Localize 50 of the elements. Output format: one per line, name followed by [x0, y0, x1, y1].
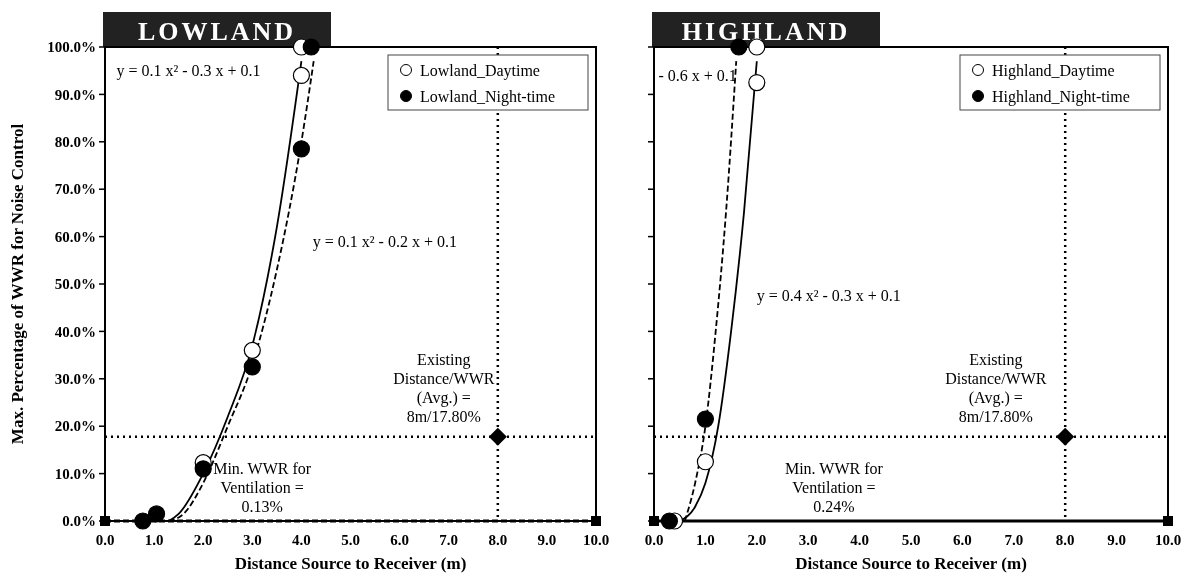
y-tick-label: 60.0%: [54, 228, 96, 245]
legend-label: Highland_Daytime: [992, 61, 1115, 80]
x-tick-label: 4.0: [850, 532, 869, 548]
x-tick-label: 7.0: [439, 532, 459, 548]
y-tick-label: 10.0%: [54, 465, 96, 482]
x-tick-label: 3.0: [798, 532, 818, 548]
annotation: Existing Distance/WWR (Avg.) = 8m/17.80%: [393, 351, 495, 426]
x-tick-label: 3.0: [242, 532, 262, 548]
x-tick-label: 10.0: [1154, 532, 1182, 548]
x-tick-label: 4.0: [292, 532, 311, 548]
legend-label: Lowland_Daytime: [420, 61, 540, 80]
y-tick-label: 40.0%: [54, 323, 96, 340]
annotation: y = 0.1 x² - 0.2 x + 0.1: [312, 232, 457, 251]
annotation: Min. WWR for Ventilation = 0.13%: [213, 460, 312, 516]
y-tick-label: 80.0%: [54, 134, 96, 151]
annotation: y = 0.1 x² - 0.3 x + 0.1: [116, 62, 261, 81]
y-tick-label: 90.0%: [54, 86, 96, 103]
y-tick-label: 50.0%: [54, 276, 96, 293]
x-tick-label: 0.0: [644, 532, 664, 548]
x-tick-label: 2.0: [747, 532, 767, 548]
x-tick-label: 0.0: [95, 532, 115, 548]
x-tick-label: 8.0: [488, 532, 508, 548]
x-tick-label: 5.0: [341, 532, 360, 548]
x-tick-label: 5.0: [901, 532, 921, 548]
y-tick-label: 70.0%: [54, 181, 96, 198]
annotation: Existing Distance/WWR (Avg.) = 8m/17.80%: [945, 351, 1047, 426]
y-tick-label: 0.0%: [62, 513, 96, 530]
x-tick-label: 1.0: [144, 532, 164, 548]
x-tick-label: 6.0: [953, 532, 972, 548]
x-tick-label: 2.0: [193, 532, 213, 548]
annotation: - 0.6 x + 0.1: [658, 67, 737, 85]
x-tick-label: 6.0: [390, 532, 409, 548]
x-axis-title: Distance Source to Receiver (m): [234, 554, 467, 573]
x-tick-label: 7.0: [1004, 532, 1024, 548]
x-tick-label: 10.0: [582, 532, 610, 548]
x-tick-label: 1.0: [696, 532, 715, 548]
legend-label: Highland_Night-time: [992, 87, 1130, 106]
chart-title: HIGHLAND: [681, 17, 851, 46]
legend-label: Lowland_Night-time: [420, 87, 556, 106]
chart-title: LOWLAND: [137, 17, 297, 46]
y-tick-label: 30.0%: [54, 371, 96, 388]
annotation: Min. WWR for Ventilation = 0.24%: [784, 460, 884, 516]
annotation: y = 0.4 x² - 0.3 x + 0.1: [756, 287, 901, 306]
x-tick-label: 9.0: [537, 532, 557, 548]
y-tick-label: 100.0%: [47, 39, 96, 56]
x-tick-label: 9.0: [1107, 532, 1126, 548]
y-tick-label: 20.0%: [54, 418, 96, 435]
y-axis-title: Max. Percentage of WWR for Noise Control: [8, 123, 27, 445]
x-tick-label: 8.0: [1055, 532, 1075, 548]
x-axis-title: Distance Source to Receiver (m): [795, 554, 1027, 573]
